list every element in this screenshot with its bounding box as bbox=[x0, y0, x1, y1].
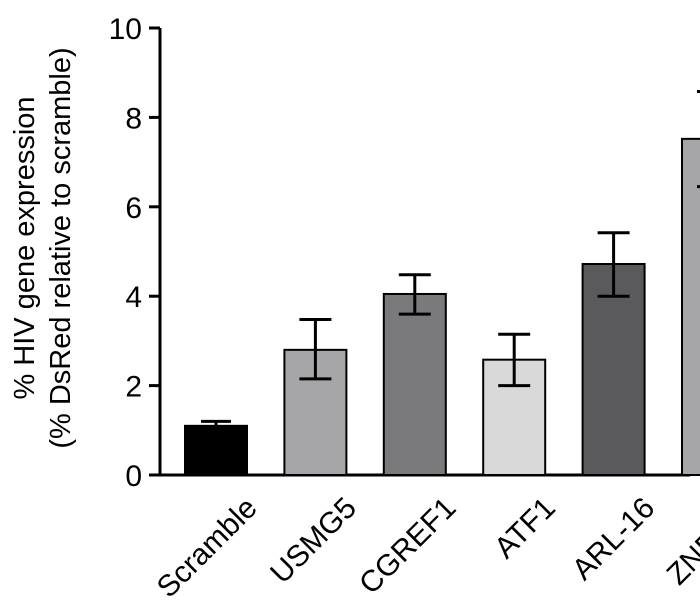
error-bars bbox=[201, 89, 700, 430]
bar-scramble bbox=[184, 424, 248, 476]
x-tick-label-scramble: Scramble bbox=[151, 491, 264, 604]
x-tick-label-arl-16: ARL-16 bbox=[566, 491, 661, 586]
x-tick-label-cgref1: CGREF1 bbox=[353, 491, 462, 600]
y-axis-title-line2: (% DsRed relative to scramble) bbox=[45, 47, 77, 448]
y-tick-label-0: 0 bbox=[125, 460, 142, 493]
y-axis-title-line1: % HIV gene expression bbox=[9, 96, 41, 399]
y-tick-label-6: 6 bbox=[125, 192, 142, 225]
bar-arl-16 bbox=[581, 263, 646, 476]
y-tick-label-10: 10 bbox=[109, 13, 142, 46]
bar-znf304 bbox=[681, 137, 700, 477]
y-axis-title: % HIV gene expression (% DsRed relative … bbox=[9, 47, 77, 448]
x-tick-label-usmg5: USMG5 bbox=[264, 491, 363, 590]
bar-cgref1 bbox=[382, 292, 447, 476]
y-tick-label-4: 4 bbox=[125, 281, 142, 314]
x-tick-label-znf304: ZNF304 bbox=[661, 491, 700, 591]
y-ticks: 0 2 4 6 8 10 bbox=[109, 13, 160, 493]
x-tick-label-atf1: ATF1 bbox=[488, 491, 562, 565]
y-tick-label-8: 8 bbox=[125, 102, 142, 135]
bars bbox=[184, 137, 700, 477]
y-tick-label-2: 2 bbox=[125, 371, 142, 404]
